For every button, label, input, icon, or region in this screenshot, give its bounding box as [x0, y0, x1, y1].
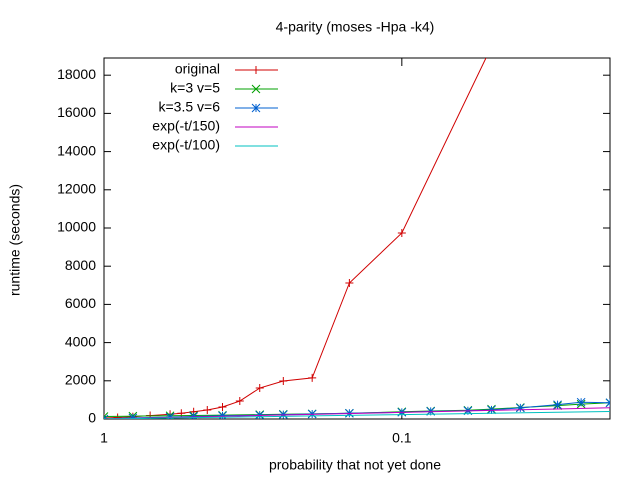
data-point	[553, 400, 562, 410]
data-point	[397, 228, 406, 237]
data-point	[218, 402, 227, 411]
data-point	[279, 376, 288, 385]
data-point	[218, 411, 227, 419]
data-point	[605, 398, 610, 408]
data-point	[576, 397, 586, 407]
data-point	[203, 406, 212, 415]
y-tick-label: 6000	[65, 295, 96, 311]
legend-label: exp(-t/100)	[152, 137, 220, 153]
y-tick-label: 0	[88, 410, 96, 426]
data-point	[487, 405, 496, 415]
legend-label: exp(-t/150)	[152, 118, 220, 134]
y-tick-label: 12000	[57, 180, 96, 196]
x-tick-label: 1	[100, 430, 108, 446]
y-tick-label: 14000	[57, 142, 96, 158]
legend-marker	[251, 103, 261, 113]
plot-area	[104, 43, 610, 419]
plot-frame	[103, 57, 611, 420]
data-point	[345, 279, 354, 288]
legend-marker	[251, 84, 261, 94]
data-point	[487, 43, 495, 51]
data-point	[515, 403, 525, 413]
legend-label: k=3.5 v=6	[159, 99, 221, 115]
data-point	[235, 397, 244, 406]
data-point	[113, 413, 122, 419]
data-point	[104, 414, 108, 419]
y-axis-label: runtime (seconds)	[7, 184, 23, 296]
data-point	[104, 412, 109, 419]
legend-label: original	[175, 61, 220, 77]
series-line	[104, 411, 610, 419]
y-tick-label: 10000	[57, 219, 96, 235]
data-point	[128, 413, 138, 419]
legend-marker	[252, 66, 260, 74]
y-tick-label: 18000	[57, 66, 96, 82]
x-axis-label: probability that not yet done	[269, 457, 441, 473]
y-tick-label: 16000	[57, 104, 96, 120]
legend-label: k=3 v=5	[170, 80, 220, 96]
chart-title: 4-parity (moses -Hpa -k4)	[276, 19, 435, 35]
y-tick-label: 8000	[65, 257, 96, 273]
y-tick-label: 2000	[65, 372, 96, 388]
series-line	[104, 401, 610, 419]
y-tick-label: 4000	[65, 333, 96, 349]
data-point	[255, 384, 264, 393]
x-tick-label: 0.1	[392, 430, 412, 446]
data-point	[308, 373, 317, 382]
